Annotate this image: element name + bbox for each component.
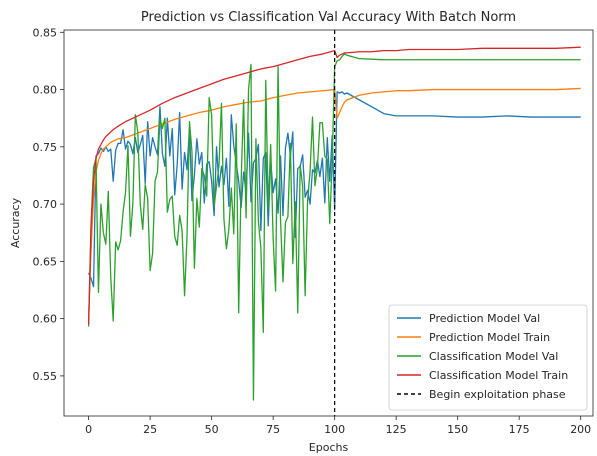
x-tick-label: 0 [85,423,92,436]
x-tick-label: 25 [143,423,157,436]
y-axis-label: Accuracy [9,197,22,248]
x-tick-label: 125 [386,423,407,436]
x-tick-label: 200 [570,423,591,436]
series-line-classification-model-val [87,53,581,401]
legend: Prediction Model Val Prediction Model Tra… [388,304,588,411]
y-tick-label: 0.75 [33,141,58,154]
x-tick-label: 150 [447,423,468,436]
chart-title: Prediction vs Classification Val Accurac… [141,10,516,25]
y-tick-label: 0.55 [33,370,58,383]
series-line-classification-model-train [87,46,581,325]
x-tick-label: 175 [509,423,530,436]
legend-label: Begin exploitation phase [429,388,566,401]
legend-label: Classification Model Train [429,369,568,382]
y-tick-label: 0.85 [33,26,58,39]
legend-label: Classification Model Val [429,350,558,363]
x-tick-label: 75 [266,423,280,436]
y-tick-label: 0.80 [33,84,58,97]
series-line-prediction-model-train [87,87,581,319]
x-tick-label: 50 [205,423,219,436]
legend-label: Prediction Model Val [429,312,540,325]
plot-frame [63,29,594,417]
series-group [87,30,581,416]
series-line-prediction-model-val [88,91,581,288]
x-tick-label: 100 [324,423,345,436]
legend-label: Prediction Model Train [429,331,550,344]
x-axis-label: Epochs [309,441,349,454]
legend-box [388,304,588,411]
y-tick-label: 0.65 [33,255,58,268]
y-tick-label: 0.60 [33,313,58,326]
plot-area: 0 25 50 75 100 125 150 175 200 0.55 0.60 0.65 0.70 0.… [33,26,594,436]
y-tick-label: 0.70 [33,198,58,211]
